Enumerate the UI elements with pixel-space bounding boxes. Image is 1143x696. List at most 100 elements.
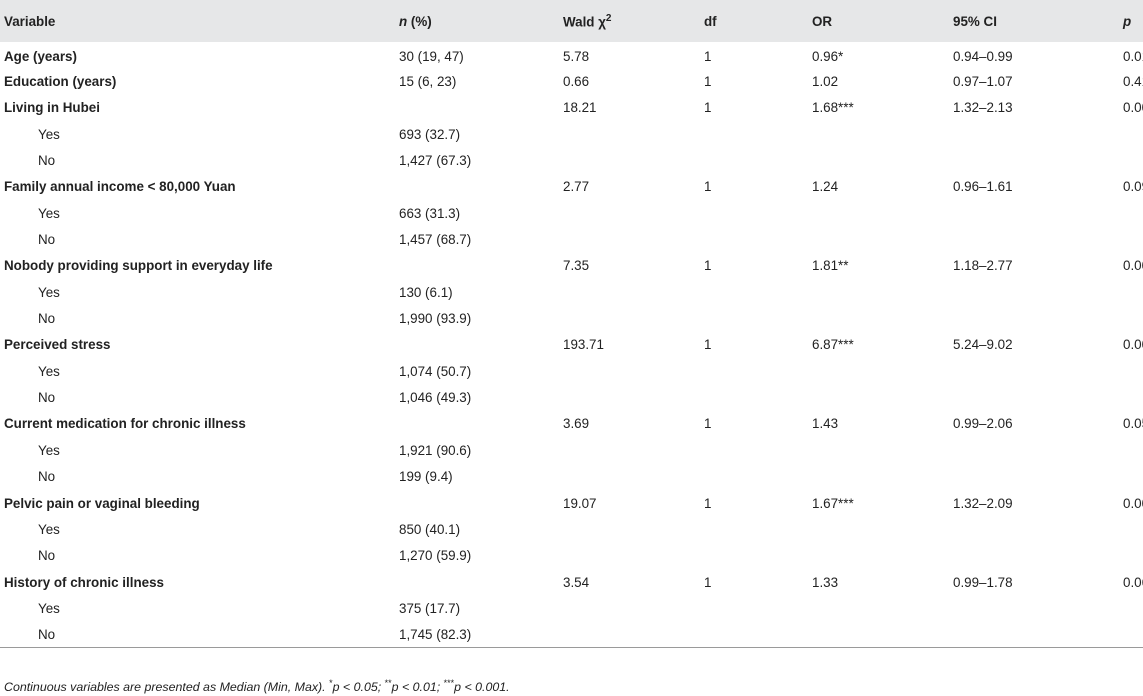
cell-variable: Yes	[38, 521, 60, 537]
cell-ci: 5.24–9.02	[953, 337, 1013, 353]
cell-or	[808, 147, 949, 173]
cell-ci: 0.99–2.06	[953, 416, 1013, 432]
cell-n: 663 (31.3)	[399, 205, 461, 221]
cell-variable: No	[38, 232, 56, 248]
cell-or	[808, 279, 949, 305]
cell-variable: Nobody providing support in everyday lif…	[4, 258, 273, 274]
cell-n	[395, 490, 559, 516]
cell-df	[700, 464, 808, 490]
cell-n: 1,270 (59.9)	[399, 548, 472, 564]
cell-df	[700, 543, 808, 569]
cell-or	[808, 464, 949, 490]
cell-ci	[949, 200, 1119, 226]
cell-wald: 2.77	[563, 179, 590, 195]
cell-variable: Yes	[38, 205, 60, 221]
cell-or: 6.87***	[812, 337, 854, 353]
table-row-category: Yes 663 (31.3)	[0, 200, 1143, 226]
cell-ci	[949, 384, 1119, 410]
table-row-category: No 1,457 (68.7)	[0, 226, 1143, 252]
cell-n: 850 (40.1)	[399, 521, 461, 537]
cell-variable: Age (years)	[4, 49, 77, 65]
cell-ci	[949, 305, 1119, 331]
cell-ci: 1.18–2.77	[953, 258, 1013, 274]
cell-or	[808, 200, 949, 226]
cell-df	[700, 279, 808, 305]
cell-ci	[949, 464, 1119, 490]
cell-variable: No	[38, 390, 56, 406]
cell-p: 0.000	[1123, 337, 1143, 353]
cell-ci: 0.94–0.99	[953, 49, 1013, 65]
cell-or	[808, 437, 949, 463]
cell-df: 1	[704, 74, 712, 90]
cell-df	[700, 358, 808, 384]
table-footnote: Continuous variables are presented as Me…	[4, 678, 510, 694]
cell-n	[395, 253, 559, 279]
cell-or: 1.81**	[812, 258, 849, 274]
cell-p: 0.418	[1123, 74, 1143, 90]
table-body: Age (years) 30 (19, 47) 5.78 1 0.96* 0.94–0.9…	[0, 42, 1143, 649]
cell-variable: Current medication for chronic illness	[4, 416, 246, 432]
cell-p	[1119, 595, 1143, 621]
cell-p	[1119, 279, 1143, 305]
cell-wald	[559, 543, 700, 569]
cell-or: 1.33	[812, 574, 839, 590]
table-row-category: No 1,046 (49.3)	[0, 384, 1143, 410]
cell-ci	[949, 543, 1119, 569]
cell-p: 0.000	[1123, 100, 1143, 116]
cell-n	[395, 569, 559, 595]
cell-wald	[559, 437, 700, 463]
cell-or	[808, 595, 949, 621]
header-n-italic: n	[399, 13, 408, 29]
table-row-category: No 1,427 (67.3)	[0, 147, 1143, 173]
cell-p: 0.060	[1123, 574, 1143, 590]
cell-wald	[559, 621, 700, 649]
cell-wald	[559, 595, 700, 621]
cell-n	[395, 332, 559, 358]
header-n: n (%)	[395, 0, 559, 42]
cell-wald	[559, 516, 700, 542]
cell-wald	[559, 464, 700, 490]
cell-df	[700, 595, 808, 621]
cell-n	[395, 411, 559, 437]
cell-wald: 0.66	[563, 74, 590, 90]
table-row-variable: Education (years) 15 (6, 23) 0.66 1 1.02 0.97…	[0, 68, 1143, 94]
footnote-text-3: p < 0.001.	[454, 680, 510, 695]
cell-wald	[559, 305, 700, 331]
cell-p: 0.055	[1123, 416, 1143, 432]
cell-df: 1	[704, 337, 712, 353]
cell-or	[808, 226, 949, 252]
cell-df: 1	[704, 574, 712, 590]
table-row-variable: Age (years) 30 (19, 47) 5.78 1 0.96* 0.94–0.9…	[0, 42, 1143, 68]
cell-variable: Perceived stress	[4, 337, 111, 353]
footnote-sym-3: ***	[443, 678, 455, 688]
cell-or: 1.43	[812, 416, 839, 432]
table-row-category: Yes 1,074 (50.7)	[0, 358, 1143, 384]
cell-variable: No	[38, 548, 56, 564]
header-p-text: p	[1123, 13, 1132, 29]
cell-variable: No	[38, 153, 56, 169]
cell-variable: No	[38, 311, 56, 327]
header-ci: 95% CI	[953, 13, 997, 29]
cell-variable: History of chronic illness	[4, 574, 164, 590]
cell-wald	[559, 384, 700, 410]
cell-df	[700, 200, 808, 226]
cell-variable: Family annual income < 80,000 Yuan	[4, 179, 236, 195]
header-variable: Variable	[4, 13, 56, 29]
cell-or	[808, 621, 949, 649]
cell-or	[808, 305, 949, 331]
table-row-category: Yes 850 (40.1)	[0, 516, 1143, 542]
cell-p: 0.007	[1123, 258, 1143, 274]
cell-ci	[949, 147, 1119, 173]
cell-p: 0.000	[1123, 495, 1143, 511]
footnote-lead: Continuous variables are presented as Me…	[4, 680, 330, 695]
cell-wald: 19.07	[563, 495, 597, 511]
cell-n: 199 (9.4)	[399, 469, 453, 485]
footnote-sym-1: *	[329, 678, 333, 688]
table-row-variable: Current medication for chronic illness 3.…	[0, 411, 1143, 437]
cell-df: 1	[704, 495, 712, 511]
cell-n	[395, 174, 559, 200]
cell-df: 1	[704, 179, 712, 195]
cell-ci: 0.96–1.61	[953, 179, 1013, 195]
cell-ci: 0.97–1.07	[953, 74, 1013, 90]
cell-df	[700, 621, 808, 649]
